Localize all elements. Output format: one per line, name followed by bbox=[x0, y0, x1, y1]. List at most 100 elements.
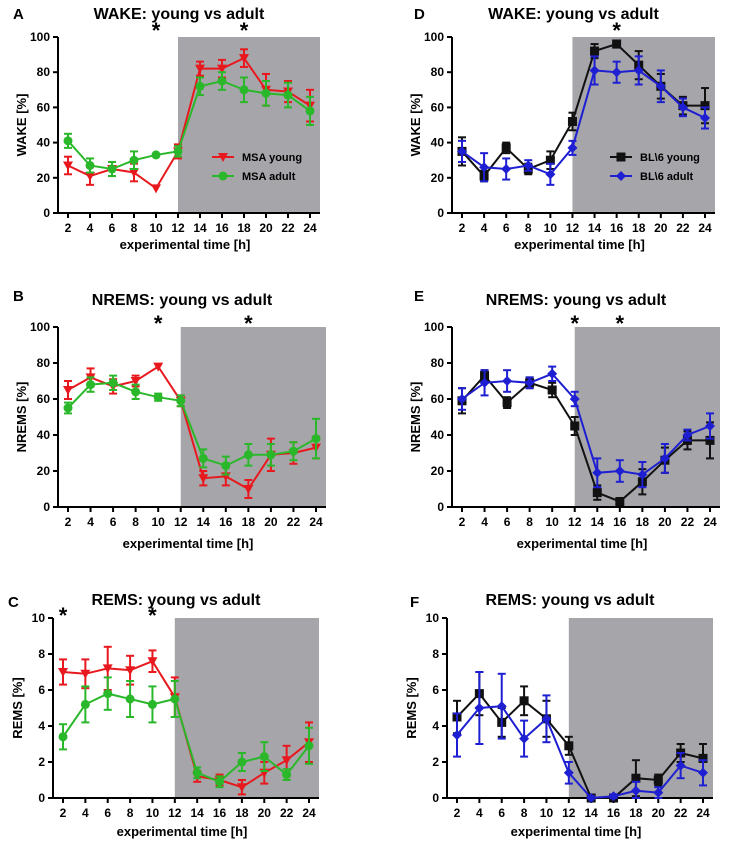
x-tick-label: 12 bbox=[174, 515, 188, 529]
y-tick-label: 20 bbox=[431, 171, 445, 185]
data-point bbox=[129, 168, 139, 178]
data-point bbox=[479, 377, 490, 388]
x-tick-label: 24 bbox=[302, 806, 316, 820]
data-point bbox=[243, 450, 253, 460]
data-point bbox=[502, 398, 512, 408]
data-point bbox=[564, 741, 574, 751]
data-point bbox=[147, 699, 157, 709]
legend-label: MSA young bbox=[242, 152, 302, 164]
legend-marker bbox=[218, 171, 228, 181]
y-tick-label: 100 bbox=[424, 320, 444, 334]
y-tick-label: 10 bbox=[32, 611, 46, 625]
x-tick-label: 14 bbox=[191, 806, 205, 820]
dark-period-shading bbox=[572, 37, 715, 213]
data-point bbox=[592, 488, 602, 498]
x-tick-label: 12 bbox=[562, 806, 576, 820]
y-tick-label: 0 bbox=[38, 791, 45, 805]
data-point bbox=[675, 760, 686, 771]
x-tick-label: 14 bbox=[588, 221, 602, 235]
data-point bbox=[80, 669, 91, 679]
legend-label: BL\6 adult bbox=[640, 171, 694, 183]
x-tick-label: 8 bbox=[131, 221, 138, 235]
data-point bbox=[524, 377, 535, 388]
y-tick-label: 40 bbox=[431, 428, 445, 442]
data-point bbox=[173, 146, 183, 156]
x-axis-label: experimental time [h] bbox=[517, 536, 648, 551]
x-tick-label: 12 bbox=[168, 806, 182, 820]
data-point bbox=[58, 732, 68, 742]
data-point bbox=[614, 466, 625, 476]
y-tick-label: 100 bbox=[424, 30, 444, 44]
data-point bbox=[153, 392, 163, 402]
x-tick-label: 22 bbox=[676, 221, 690, 235]
x-tick-label: 18 bbox=[237, 221, 251, 235]
x-tick-label: 6 bbox=[104, 806, 111, 820]
data-point bbox=[457, 394, 467, 404]
x-tick-label: 4 bbox=[481, 515, 488, 529]
x-tick-label: 14 bbox=[591, 515, 605, 529]
significance-star: * bbox=[152, 18, 161, 43]
data-point bbox=[283, 90, 293, 100]
y-tick-label: 100 bbox=[30, 30, 50, 44]
data-point bbox=[85, 172, 95, 182]
x-tick-label: 12 bbox=[568, 515, 582, 529]
data-point bbox=[523, 160, 534, 171]
x-tick-label: 16 bbox=[219, 515, 233, 529]
data-point bbox=[705, 421, 715, 431]
chart-title: REMS: young vs adult bbox=[486, 592, 656, 609]
data-point bbox=[217, 76, 227, 86]
data-point bbox=[125, 666, 136, 676]
x-tick-label: 14 bbox=[197, 515, 211, 529]
data-point bbox=[261, 88, 271, 98]
data-point bbox=[698, 753, 708, 763]
data-point bbox=[305, 106, 315, 116]
data-point bbox=[589, 65, 600, 76]
data-point bbox=[243, 485, 254, 494]
x-tick-label: 22 bbox=[681, 515, 695, 529]
x-tick-label: 24 bbox=[698, 221, 712, 235]
data-point bbox=[304, 741, 314, 751]
panel-label: D bbox=[414, 6, 425, 23]
data-point bbox=[236, 783, 247, 793]
series-adult bbox=[452, 671, 708, 803]
data-point bbox=[592, 467, 603, 478]
x-tick-label: 4 bbox=[481, 221, 488, 235]
data-point bbox=[700, 101, 710, 111]
panel-label: B bbox=[13, 288, 24, 305]
chart-title: WAKE: young vs adult bbox=[488, 6, 659, 23]
data-point bbox=[195, 81, 205, 91]
data-point bbox=[655, 81, 666, 92]
x-tick-label: 20 bbox=[259, 221, 273, 235]
x-tick-label: 14 bbox=[193, 221, 207, 235]
x-tick-label: 4 bbox=[476, 806, 483, 820]
data-point bbox=[153, 362, 164, 372]
x-tick-label: 2 bbox=[454, 806, 461, 820]
x-tick-label: 10 bbox=[149, 221, 163, 235]
data-point bbox=[590, 46, 600, 56]
data-point bbox=[288, 446, 298, 456]
data-point bbox=[63, 403, 73, 413]
data-point bbox=[239, 54, 249, 64]
data-point bbox=[108, 378, 118, 388]
data-point bbox=[569, 394, 580, 404]
data-point bbox=[282, 770, 292, 780]
data-point bbox=[198, 474, 209, 484]
dark-period-shading bbox=[568, 618, 713, 798]
y-tick-label: 0 bbox=[43, 206, 50, 220]
x-tick-label: 6 bbox=[503, 221, 510, 235]
y-tick-label: 6 bbox=[432, 683, 439, 697]
data-point bbox=[281, 756, 292, 766]
legend-marker bbox=[616, 171, 626, 181]
legend-label: MSA adult bbox=[242, 171, 296, 183]
y-axis-label: WAKE [%] bbox=[408, 94, 423, 157]
data-point bbox=[217, 64, 227, 74]
x-tick-label: 10 bbox=[544, 221, 558, 235]
x-tick-label: 20 bbox=[658, 515, 672, 529]
x-tick-label: 2 bbox=[459, 221, 466, 235]
data-point bbox=[63, 386, 73, 395]
x-tick-label: 8 bbox=[525, 221, 532, 235]
